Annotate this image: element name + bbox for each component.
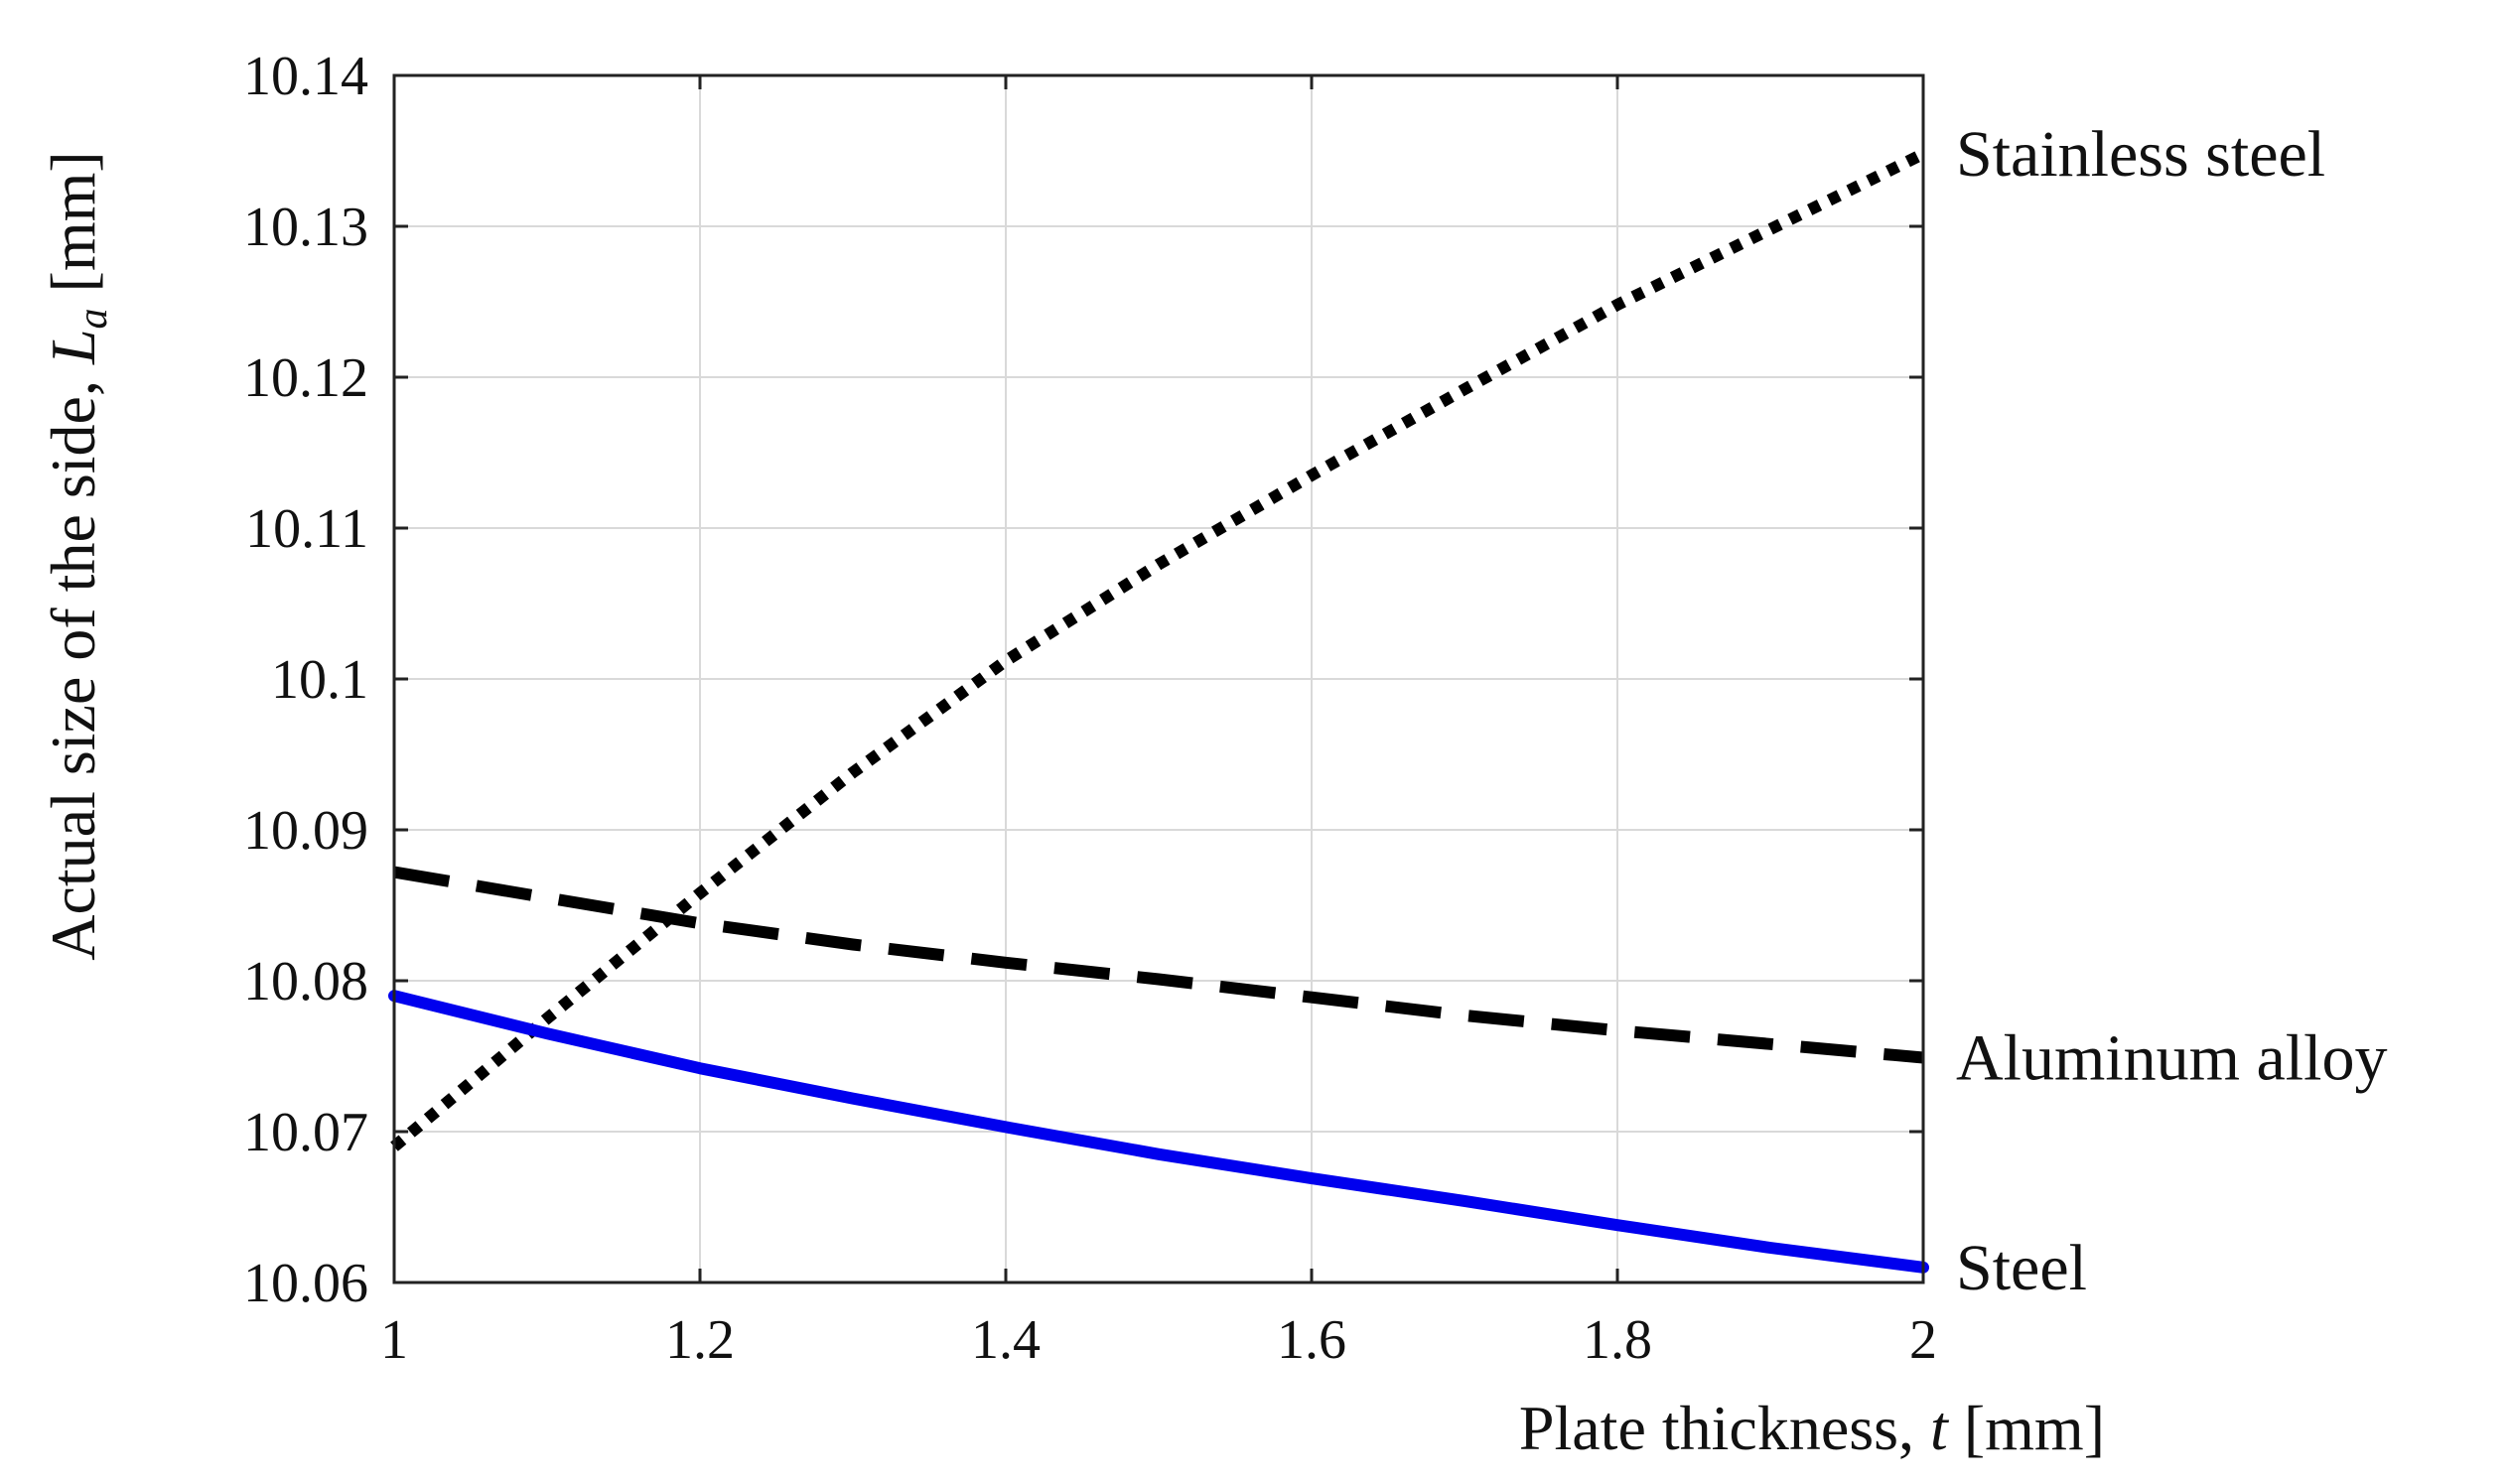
y-axis-label: Actual size of the side, La [mm] bbox=[38, 151, 116, 960]
y-tick-label: 10.11 bbox=[245, 498, 368, 560]
series-label-aluminum-alloy: Aluminum alloy bbox=[1956, 1022, 2387, 1095]
series-label-stainless-steel: Stainless steel bbox=[1956, 118, 2325, 191]
series-line-aluminum-alloy bbox=[393, 866, 1924, 1064]
series-label-steel: Steel bbox=[1956, 1232, 2087, 1304]
series-group bbox=[388, 148, 1929, 1274]
y-tick-label: 10.07 bbox=[243, 1102, 368, 1163]
x-tick-label: 1.4 bbox=[971, 1309, 1041, 1371]
series-labels: Stainless steel Aluminum alloy Steel bbox=[1956, 118, 2387, 1304]
y-tick-label: 10.12 bbox=[243, 347, 368, 409]
x-tick-label: 1.8 bbox=[1583, 1309, 1652, 1371]
x-tick-label: 1.6 bbox=[1277, 1309, 1346, 1371]
x-tick-label: 2 bbox=[1909, 1309, 1937, 1371]
series-line-stainless-steel bbox=[390, 148, 1926, 1151]
y-tick-labels: 10.06 10.07 10.08 10.09 10.1 10.11 10.12 10.13 1… bbox=[243, 46, 368, 1314]
y-tick-label: 10.08 bbox=[243, 951, 368, 1012]
series-line-steel bbox=[388, 990, 1929, 1274]
tick-marks bbox=[392, 73, 1925, 1284]
x-tick-label: 1 bbox=[380, 1309, 408, 1371]
y-tick-label: 10.13 bbox=[243, 197, 368, 258]
y-tick-label: 10.14 bbox=[243, 46, 368, 107]
y-tick-label: 10.1 bbox=[271, 649, 368, 711]
y-tick-label: 10.06 bbox=[243, 1253, 368, 1314]
y-tick-label: 10.09 bbox=[243, 800, 368, 862]
x-tick-labels: 1 1.2 1.4 1.6 1.8 2 bbox=[380, 1309, 1937, 1371]
x-axis-label: Plate thickness, t [mm] bbox=[1519, 1393, 2105, 1463]
x-tick-label: 1.2 bbox=[665, 1309, 735, 1371]
